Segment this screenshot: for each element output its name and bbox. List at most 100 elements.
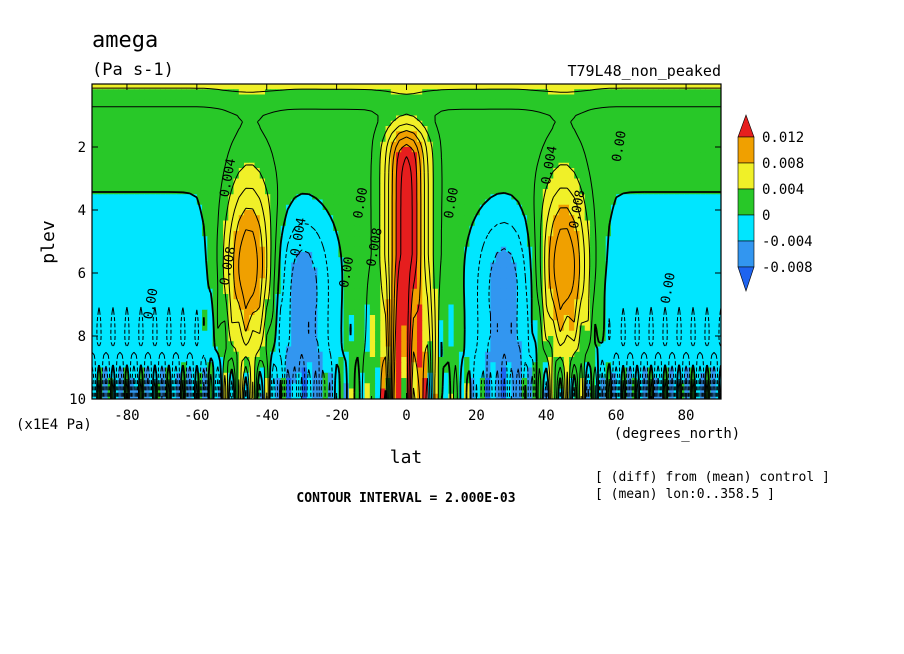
field-cell [406, 89, 413, 96]
field-cell [511, 252, 518, 258]
field-cell [658, 131, 664, 138]
field-cell [133, 246, 140, 253]
field-cell [202, 215, 208, 222]
field-cell [589, 110, 596, 117]
field-cell [652, 89, 659, 96]
field-cell [317, 194, 324, 201]
field-cell [312, 283, 318, 290]
field-cell [144, 246, 151, 253]
field-cell [102, 120, 109, 127]
field-cell [469, 273, 476, 279]
field-cell [432, 183, 439, 190]
field-cell [548, 183, 554, 190]
field-cell [280, 215, 287, 222]
field-cell [485, 84, 491, 90]
field-cell [181, 136, 187, 143]
field-cell [605, 136, 612, 143]
field-cell [700, 84, 706, 90]
field-cell [296, 225, 303, 232]
field-cell [432, 273, 439, 279]
field-cell [369, 183, 376, 190]
field-cell [621, 99, 628, 106]
field-cell [97, 157, 104, 164]
field-cell [631, 157, 638, 164]
field-cell [469, 294, 476, 300]
field-cell [102, 246, 109, 253]
field-cell [553, 183, 560, 190]
field-cell [306, 84, 313, 90]
field-cell [139, 173, 146, 180]
field-cell [175, 131, 182, 138]
field-cell [679, 262, 685, 269]
field-cell [568, 168, 575, 174]
field-cell [306, 162, 313, 169]
field-cell [306, 236, 313, 243]
field-cell [705, 173, 712, 180]
field-cell [406, 257, 413, 264]
field-cell [553, 94, 560, 101]
field-cell [705, 99, 712, 106]
field-cell [333, 110, 339, 117]
field-cell [118, 136, 125, 143]
field-cell [343, 84, 350, 90]
field-cell [432, 162, 439, 169]
field-cell [270, 236, 277, 243]
field-cell [464, 178, 470, 185]
field-cell [139, 204, 146, 211]
field-cell [663, 267, 670, 274]
field-cell [548, 257, 554, 264]
field-cell [291, 299, 298, 306]
field-cell [579, 152, 586, 159]
field-cell [327, 278, 334, 285]
field-cell [112, 231, 119, 237]
field-cell [700, 199, 706, 206]
field-cell [589, 173, 596, 180]
field-cell [354, 162, 360, 169]
field-cell [406, 189, 413, 195]
field-cell [390, 136, 397, 143]
field-cell [97, 147, 104, 153]
field-cell [133, 120, 140, 127]
field-cell [175, 257, 182, 264]
field-cell [223, 199, 229, 206]
field-cell [154, 194, 161, 201]
field-cell [432, 246, 439, 253]
field-cell [154, 141, 161, 148]
field-cell [291, 94, 298, 101]
field-cell [694, 283, 701, 290]
field-cell [128, 194, 135, 201]
field-cell [97, 168, 104, 174]
field-cell [652, 173, 659, 180]
field-cell [396, 99, 402, 106]
field-cell [422, 89, 429, 96]
field-cell [642, 236, 649, 243]
field-cell [532, 115, 539, 122]
field-cell [652, 278, 659, 285]
field-cell [217, 241, 224, 248]
field-cell [668, 110, 675, 117]
field-cell [390, 147, 397, 153]
field-cell [123, 241, 130, 248]
field-cell [359, 299, 366, 306]
field-cell [97, 173, 104, 180]
field-cell [359, 210, 366, 216]
field-cell [469, 162, 476, 169]
field-cell [521, 152, 528, 159]
field-cell [705, 252, 712, 258]
field-cell [427, 105, 434, 111]
field-cell [181, 178, 187, 185]
field-cell [521, 126, 528, 132]
field-cell [453, 131, 460, 138]
field-cell [338, 84, 345, 90]
field-cell [348, 162, 355, 169]
field-cell [264, 99, 271, 106]
field-cell [527, 294, 533, 300]
field-cell [359, 94, 366, 101]
field-cell [579, 141, 586, 148]
field-cell [333, 257, 339, 264]
field-cell [579, 147, 586, 153]
field-cell [694, 246, 701, 253]
field-cell [474, 115, 481, 122]
field-cell [548, 94, 554, 101]
field-cell [647, 252, 654, 258]
